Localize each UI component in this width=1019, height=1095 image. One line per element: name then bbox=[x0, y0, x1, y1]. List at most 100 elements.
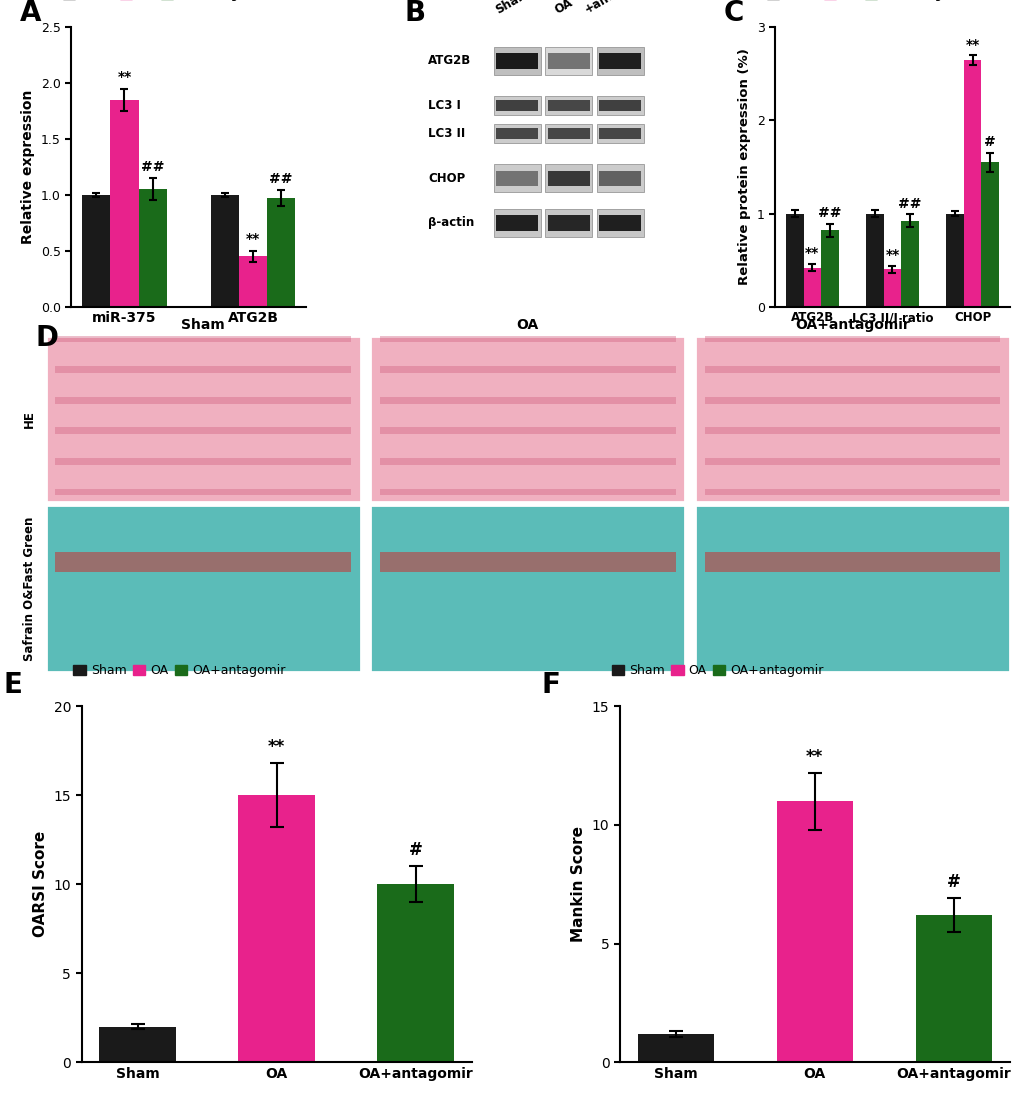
Bar bbox=[596, 124, 643, 143]
Bar bbox=[547, 171, 589, 186]
Legend: Sham, OA, OA+antagomir: Sham, OA, OA+antagomir bbox=[58, 0, 270, 5]
Bar bbox=[545, 164, 592, 192]
Bar bbox=[210, 195, 238, 307]
Bar bbox=[599, 54, 641, 69]
Text: OA: OA bbox=[517, 319, 538, 332]
Bar bbox=[55, 552, 351, 572]
Bar bbox=[599, 171, 641, 186]
Bar bbox=[46, 506, 361, 671]
Bar bbox=[493, 209, 540, 237]
Bar bbox=[545, 209, 592, 237]
Text: **: ** bbox=[965, 37, 979, 51]
Text: C: C bbox=[722, 0, 743, 27]
Text: **: ** bbox=[805, 748, 822, 765]
Bar bbox=[495, 101, 538, 111]
Bar bbox=[55, 396, 351, 404]
Text: ##: ## bbox=[269, 172, 292, 186]
Bar bbox=[495, 128, 538, 139]
Text: CHOP: CHOP bbox=[428, 172, 465, 185]
Text: ##: ## bbox=[898, 197, 921, 210]
Bar bbox=[380, 367, 675, 373]
Bar bbox=[901, 221, 918, 307]
Text: A: A bbox=[19, 0, 41, 27]
Bar bbox=[545, 124, 592, 143]
Text: LC3 I: LC3 I bbox=[428, 99, 461, 112]
Y-axis label: Relative expression: Relative expression bbox=[21, 90, 36, 244]
Text: **: ** bbox=[117, 70, 131, 84]
Bar bbox=[596, 47, 643, 74]
Bar bbox=[82, 195, 110, 307]
Bar bbox=[380, 552, 675, 572]
Text: #: # bbox=[946, 874, 960, 891]
Bar bbox=[495, 171, 538, 186]
Bar bbox=[803, 267, 820, 307]
Bar bbox=[370, 336, 685, 502]
Text: ATG2B: ATG2B bbox=[428, 55, 471, 68]
Text: ##: ## bbox=[141, 160, 164, 174]
Bar bbox=[380, 427, 675, 434]
Bar bbox=[493, 95, 540, 115]
Bar bbox=[704, 396, 1000, 404]
Bar bbox=[55, 427, 351, 434]
Bar bbox=[946, 214, 963, 307]
Y-axis label: Mankin Score: Mankin Score bbox=[571, 827, 586, 942]
Bar bbox=[495, 216, 538, 231]
Bar bbox=[380, 396, 675, 404]
Bar bbox=[139, 189, 167, 307]
Bar bbox=[882, 269, 901, 307]
Text: F: F bbox=[541, 670, 560, 699]
Text: Safrain O&Fast Green: Safrain O&Fast Green bbox=[22, 517, 36, 660]
Bar bbox=[55, 488, 351, 495]
Bar bbox=[599, 101, 641, 111]
Bar bbox=[99, 1027, 175, 1062]
Bar bbox=[785, 214, 803, 307]
Bar bbox=[980, 162, 999, 307]
Text: E: E bbox=[4, 670, 22, 699]
Bar bbox=[545, 47, 592, 74]
Bar bbox=[547, 101, 589, 111]
Bar bbox=[495, 54, 538, 69]
Bar bbox=[493, 47, 540, 74]
Bar bbox=[377, 885, 453, 1062]
Bar bbox=[775, 802, 852, 1062]
Bar bbox=[380, 458, 675, 464]
Bar bbox=[704, 336, 1000, 343]
Text: **: ** bbox=[268, 738, 285, 757]
Bar bbox=[238, 256, 267, 307]
Text: β-actin: β-actin bbox=[428, 217, 474, 229]
Bar bbox=[637, 1034, 713, 1062]
Text: #: # bbox=[983, 136, 996, 149]
Y-axis label: Relative protein expression (%): Relative protein expression (%) bbox=[738, 48, 750, 286]
Bar bbox=[238, 795, 315, 1062]
Text: **: ** bbox=[246, 232, 260, 246]
Bar bbox=[370, 506, 685, 671]
Bar bbox=[55, 336, 351, 343]
Text: OA+antagomir: OA+antagomir bbox=[795, 319, 909, 332]
Bar bbox=[547, 216, 589, 231]
Bar bbox=[963, 60, 980, 307]
Text: OA: OA bbox=[552, 0, 575, 16]
Bar bbox=[545, 95, 592, 115]
Text: HE: HE bbox=[22, 410, 36, 428]
Bar bbox=[46, 336, 361, 502]
Legend: Sham, OA, OA+antagomir: Sham, OA, OA+antagomir bbox=[606, 659, 828, 682]
Bar bbox=[493, 164, 540, 192]
Text: B: B bbox=[405, 0, 425, 27]
Bar bbox=[596, 209, 643, 237]
Bar bbox=[865, 214, 882, 307]
Bar bbox=[596, 95, 643, 115]
Bar bbox=[380, 336, 675, 343]
Bar bbox=[704, 458, 1000, 464]
Bar bbox=[596, 164, 643, 192]
Bar bbox=[55, 367, 351, 373]
Bar bbox=[704, 427, 1000, 434]
Bar bbox=[547, 54, 589, 69]
Text: #: # bbox=[409, 841, 422, 860]
Bar bbox=[493, 124, 540, 143]
Bar bbox=[820, 230, 838, 307]
Text: **: ** bbox=[804, 246, 818, 261]
Bar bbox=[704, 367, 1000, 373]
Text: Sham: Sham bbox=[181, 319, 225, 332]
Legend: Sham, OA, OA+antagomir: Sham, OA, OA+antagomir bbox=[761, 0, 973, 5]
Bar bbox=[55, 458, 351, 464]
